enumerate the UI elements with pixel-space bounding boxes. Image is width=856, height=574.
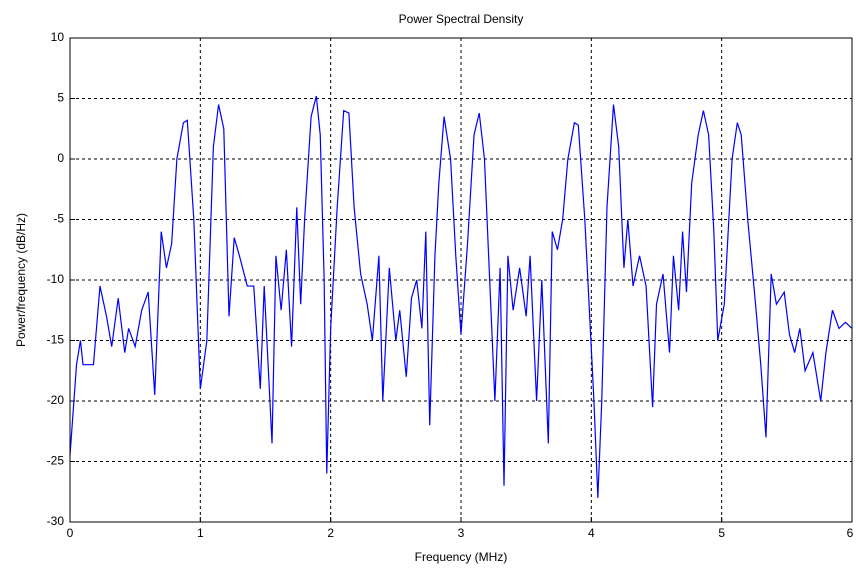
- x-tick-label: 5: [718, 526, 725, 540]
- y-tick-label: -20: [47, 393, 65, 407]
- y-tick-label: -10: [47, 272, 65, 286]
- chart-title: Power Spectral Density: [399, 12, 524, 26]
- y-tick-label: 0: [57, 151, 64, 165]
- x-tick-label: 1: [197, 526, 204, 540]
- y-tick-label: -25: [47, 454, 65, 468]
- y-tick-label: -15: [47, 333, 65, 347]
- data-line: [69, 95, 853, 498]
- x-tick-label: 4: [588, 526, 595, 540]
- y-tick-label: 10: [51, 30, 65, 44]
- x-tick-label: 0: [67, 526, 74, 540]
- x-tick-label: 2: [327, 526, 334, 540]
- x-tick-label: 3: [458, 526, 465, 540]
- x-tick-label: 6: [847, 526, 854, 540]
- plot-frame: [69, 37, 853, 523]
- x-axis-label: Frequency (MHz): [415, 550, 508, 564]
- y-tick-label: -5: [53, 212, 64, 226]
- y-axis-label: Power/frequency (dB/Hz): [14, 213, 28, 347]
- y-tick-label: -30: [47, 514, 65, 528]
- y-tick-label: 5: [57, 91, 64, 105]
